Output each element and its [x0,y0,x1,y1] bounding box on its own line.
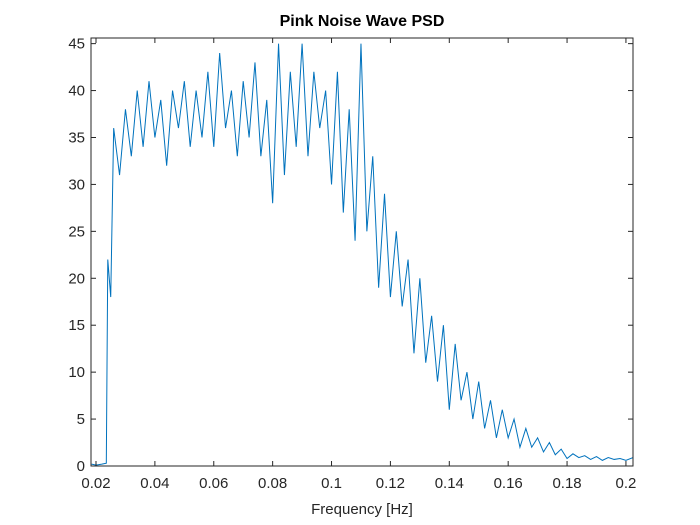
y-tick-label: 0 [77,458,85,475]
y-tick-label: 5 [77,411,85,428]
x-tick-label: 0.06 [199,475,228,492]
axes-box [90,37,634,467]
y-tick-label: 25 [68,223,85,240]
x-tick-label: 0.08 [258,475,287,492]
x-tick-label: 0.16 [494,475,523,492]
x-axis-label: Frequency [Hz] [311,501,413,518]
y-tick-label: 15 [68,317,85,334]
y-tick-label: 40 [68,83,85,100]
x-tick-label: 0.04 [140,475,169,492]
chart-title: Pink Noise Wave PSD [280,13,445,30]
y-tick-label: 20 [68,270,85,287]
x-tick-label: 0.2 [616,475,637,492]
x-tick-label: 0.02 [81,475,110,492]
y-tick-label: 45 [68,36,85,53]
x-tick-label: 0.1 [321,475,342,492]
y-tick-label: 10 [68,364,85,381]
data-line [91,43,633,466]
x-tick-label: 0.18 [552,475,581,492]
y-tick-label: 35 [68,129,85,146]
x-tick-label: 0.12 [376,475,405,492]
y-tick-label: 30 [68,176,85,193]
x-tick-label: 0.14 [435,475,464,492]
